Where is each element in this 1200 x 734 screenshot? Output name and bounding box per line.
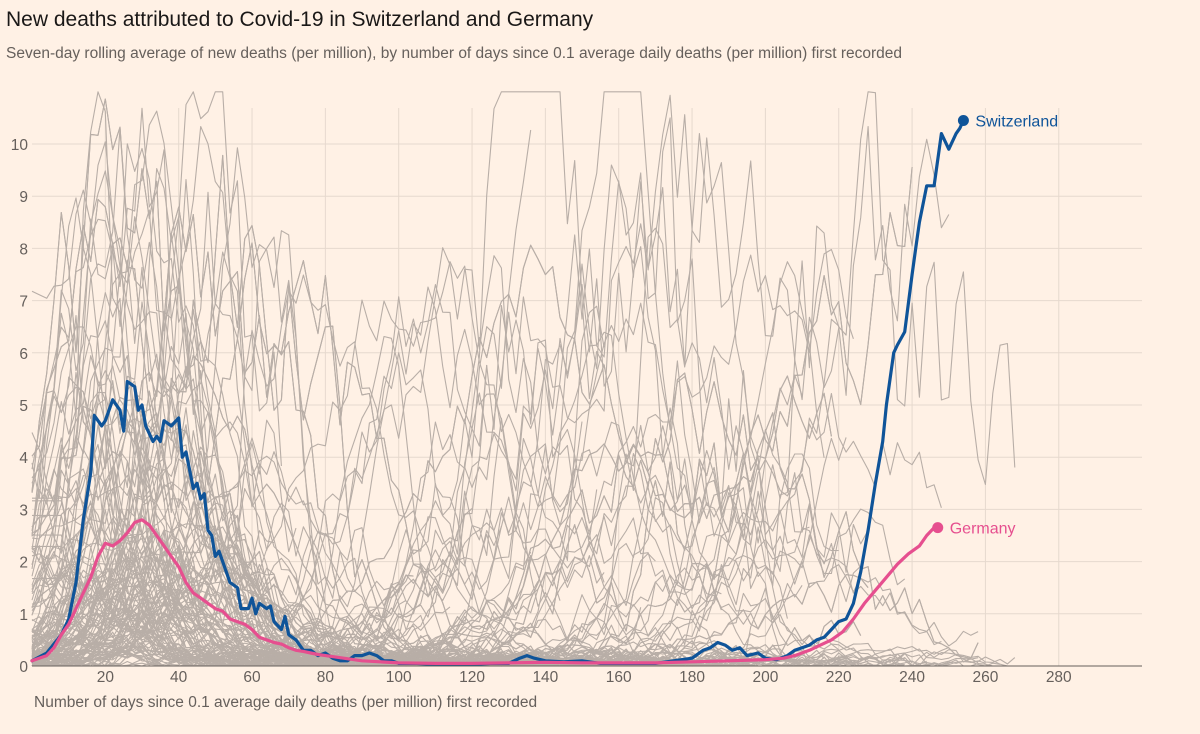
other-country-line (31, 373, 869, 667)
other-country-line (31, 244, 832, 666)
x-tick-label: 140 (532, 669, 558, 686)
y-tick-label: 0 (19, 659, 28, 676)
y-tick-label: 10 (11, 137, 29, 154)
y-tick-label: 4 (19, 450, 28, 467)
switzerland-end-marker (957, 115, 969, 127)
x-tick-label: 240 (899, 669, 925, 686)
germany-series-line (30, 518, 940, 666)
other-country-line (32, 497, 84, 600)
x-tick-label: 40 (170, 669, 188, 686)
other-country-line (31, 206, 473, 641)
germany-end-marker (932, 522, 944, 534)
other-country-line (31, 167, 913, 667)
x-axis-label: Number of days since 0.1 average daily d… (34, 694, 538, 711)
highlighted-series: Switzerland Germany (30, 114, 1058, 667)
x-tick-label: 260 (972, 669, 998, 686)
other-country-line (31, 168, 605, 664)
other-country-line (31, 242, 869, 663)
x-tick-label: 160 (606, 669, 632, 686)
x-tick-label: 100 (386, 669, 412, 686)
other-country-line (31, 412, 979, 667)
x-tick-label: 200 (752, 669, 778, 686)
y-tick-label: 8 (19, 241, 28, 258)
y-tick-label: 2 (19, 555, 28, 572)
y-tick-label: 7 (19, 294, 28, 311)
y-tick-label: 9 (19, 189, 28, 206)
switzerland-series-label: Switzerland (975, 114, 1058, 131)
other-countries-lines (31, 91, 1016, 667)
x-tick-label: 80 (317, 669, 335, 686)
chart-subtitle: Seven-day rolling average of new deaths … (6, 45, 903, 62)
other-country-line (31, 127, 905, 667)
x-tick-label: 180 (679, 669, 705, 686)
germany-series-label: Germany (950, 521, 1016, 538)
other-country-line (31, 354, 407, 656)
x-tick-label: 220 (826, 669, 852, 686)
x-tick-label: 60 (243, 669, 261, 686)
gridlines (32, 108, 1142, 667)
y-tick-label: 3 (19, 502, 28, 519)
switzerland-series-line (30, 118, 966, 667)
other-country-line (31, 647, 260, 667)
other-country-line (31, 372, 759, 665)
y-tick-label: 5 (19, 398, 28, 415)
other-country-line (31, 91, 928, 667)
other-country-line (31, 91, 605, 663)
axes: 0 1 2 3 4 5 6 7 8 9 10 20 40 60 80 100 120 140 160 180 200 22… (11, 137, 1142, 686)
chart-title: New deaths attributed to Covid-19 in Swi… (6, 8, 594, 31)
y-tick-label: 6 (19, 346, 28, 363)
x-tick-label: 280 (1046, 669, 1072, 686)
other-country-line (32, 514, 84, 606)
x-tick-label: 120 (459, 669, 485, 686)
x-tick-label: 20 (97, 669, 115, 686)
other-country-line (31, 526, 502, 667)
other-country-line (31, 514, 356, 647)
other-country-line (31, 286, 561, 659)
other-country-line (31, 507, 1015, 667)
other-country-line (31, 443, 693, 664)
y-tick-label: 1 (19, 607, 28, 624)
other-country-line (31, 170, 253, 613)
